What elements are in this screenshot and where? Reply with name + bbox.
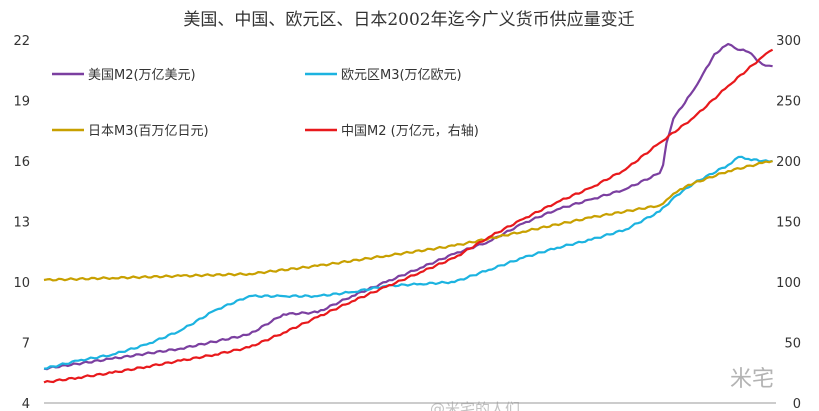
y-left-tick-label: 10 — [13, 276, 30, 291]
series-line-1 — [43, 42, 773, 371]
series-lines — [43, 42, 774, 384]
watermark-brand: 米宅 — [730, 367, 774, 392]
y-right-tick-label: 0 — [793, 397, 801, 411]
legend-label: 日本M3(百万亿日元) — [88, 124, 209, 139]
series-line-2 — [43, 155, 773, 370]
y-left-tick-label: 16 — [13, 155, 30, 170]
series-line-4 — [43, 48, 774, 384]
watermark: 米宅 @米宅的人们 — [430, 367, 774, 411]
chart-title: 美国、中国、欧元区、日本2002年迄今广义货币供应量变迁 — [183, 10, 634, 30]
y-right-tick-label: 50 — [784, 337, 801, 352]
y-left-tick-label: 19 — [13, 95, 30, 110]
y-right-tick-label: 250 — [776, 95, 801, 110]
y-right-tick-label: 100 — [776, 276, 801, 291]
y-right-tick-label: 200 — [776, 155, 801, 170]
watermark-caption: @米宅的人们 — [430, 400, 520, 411]
y-left-tick-label: 22 — [13, 34, 30, 49]
axes: 4 7 10 13 16 19 22 0 50 100 150 200 250 300 — [13, 34, 801, 411]
y-left-tick-label: 7 — [22, 337, 30, 352]
legend: 美国M2(万亿美元) 欧元区M3(万亿欧元) 日本M3(百万亿日元) 中国M2 (万亿… — [52, 68, 479, 139]
legend-label: 欧元区M3(万亿欧元) — [341, 68, 462, 83]
y-left-tick-label: 13 — [13, 216, 30, 231]
y-right-tick-label: 150 — [776, 216, 801, 231]
legend-label: 美国M2(万亿美元) — [88, 68, 196, 83]
legend-label: 中国M2 (万亿元，右轴) — [341, 124, 479, 139]
y-right-tick-label: 300 — [776, 34, 801, 49]
y-left-tick-label: 4 — [22, 397, 30, 411]
series-line-3 — [43, 159, 773, 282]
